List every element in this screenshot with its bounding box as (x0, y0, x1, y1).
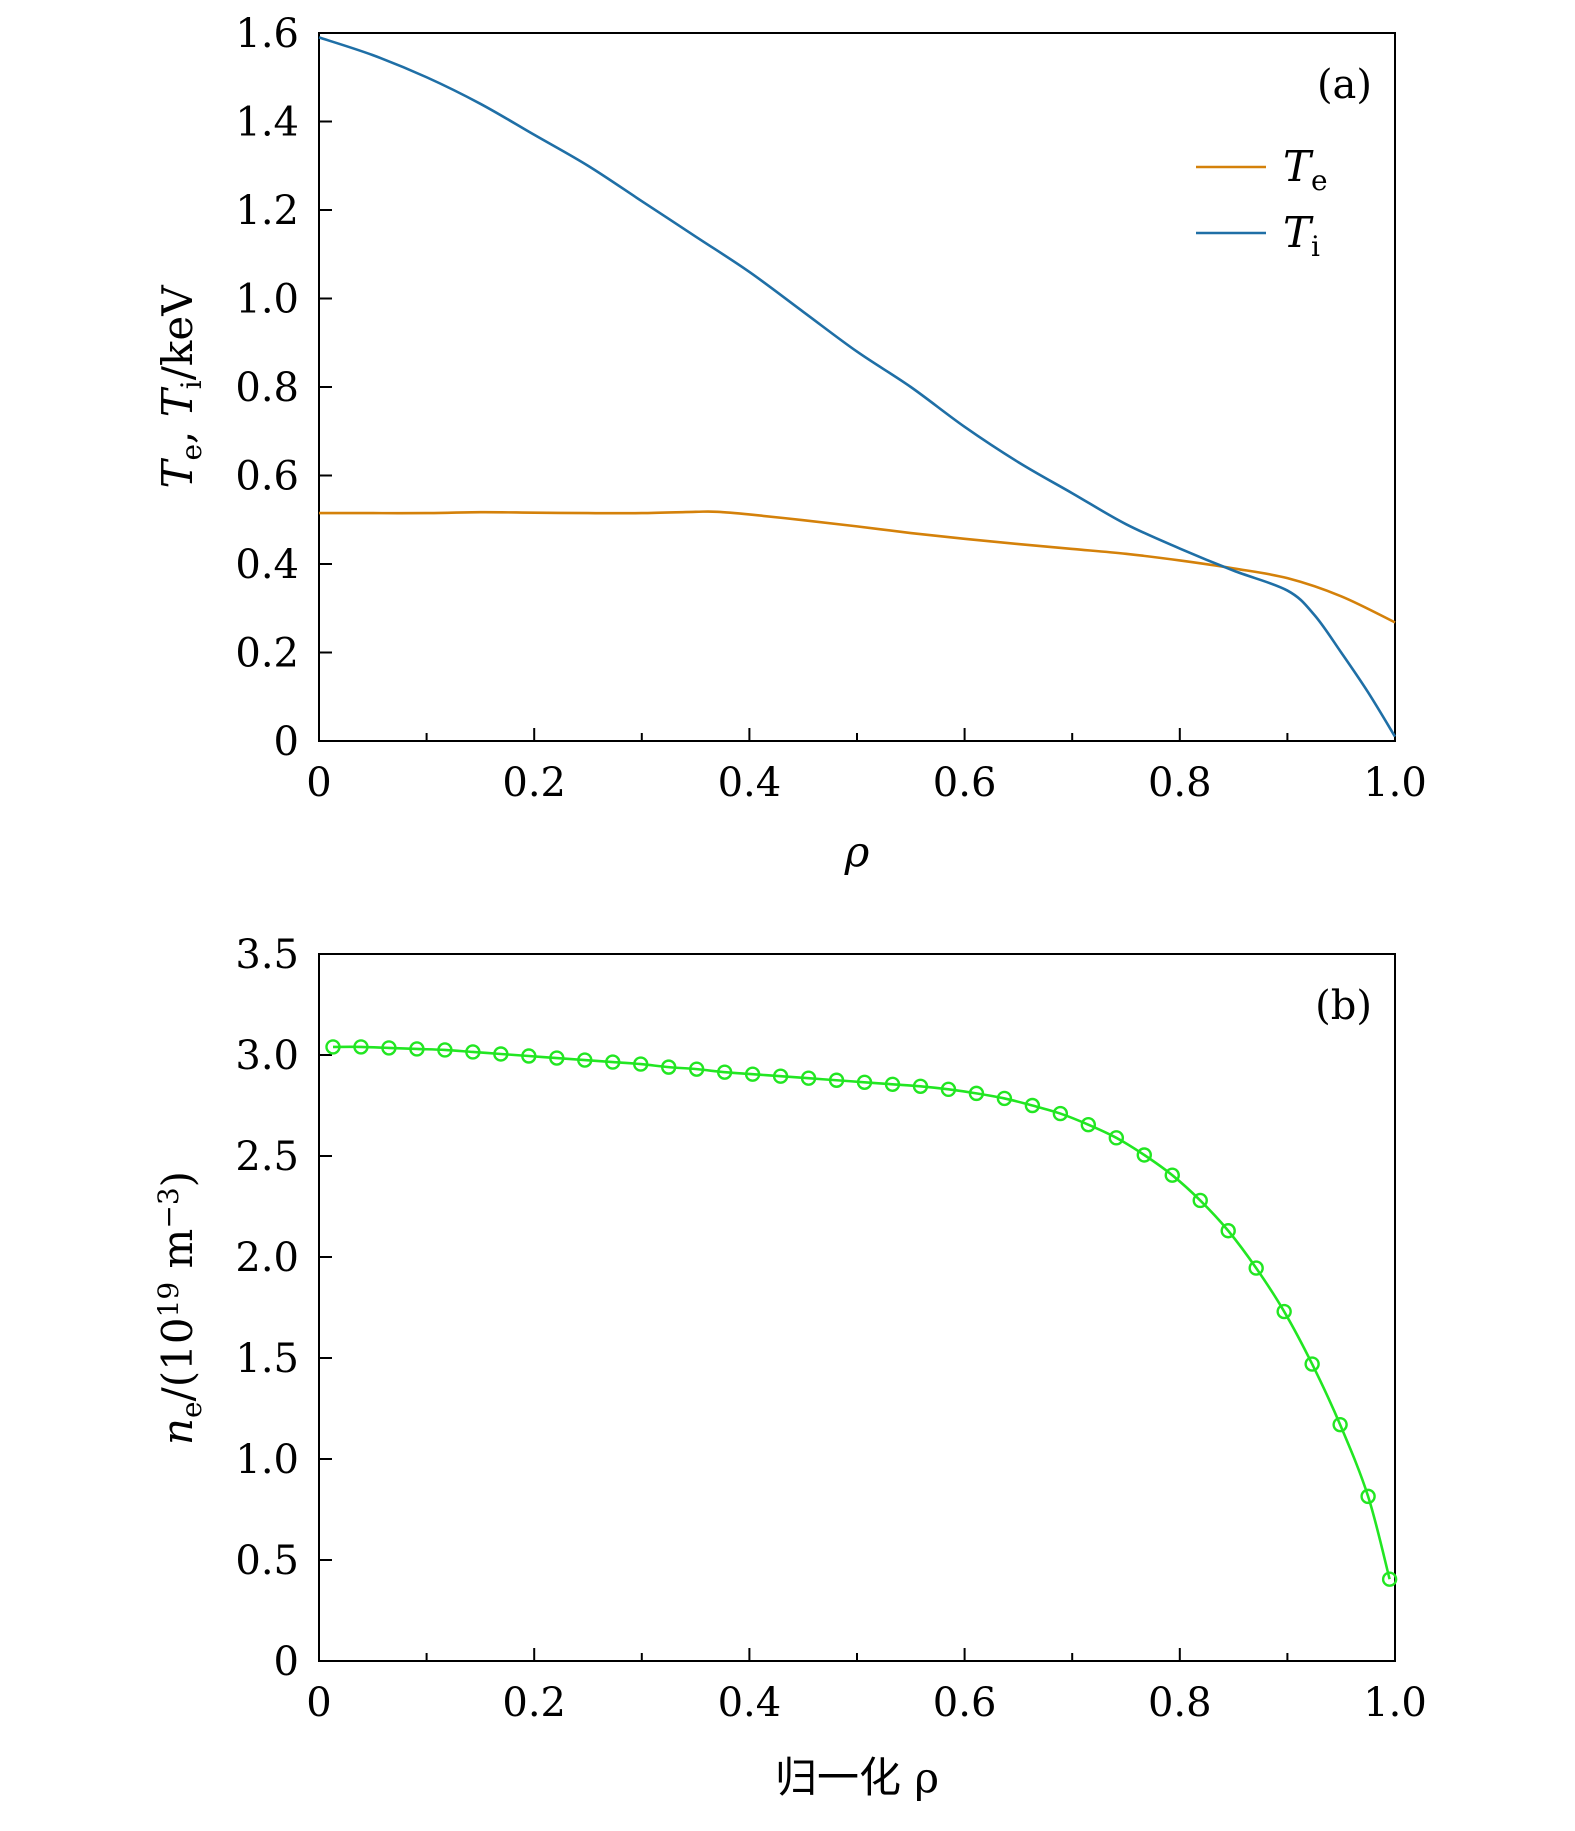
panel-b-x-tick-label: 0.6 (933, 1680, 997, 1726)
panel-b-y-tick-label: 2.0 (235, 1235, 299, 1281)
panel-b-data-point (465, 1044, 481, 1060)
panel-a-x-axis-title: ρ (844, 827, 870, 876)
panel-a-tag: (a) (1317, 62, 1372, 108)
panel-a-ticks (318, 32, 1396, 742)
panel-b-y-tick-label: 0 (274, 1639, 299, 1685)
panel-b-data-point (493, 1046, 509, 1062)
panel-b-data-point (577, 1052, 593, 1068)
panel-b-series-ne-line (332, 1045, 1391, 1580)
panel-b-ticks (318, 953, 1396, 1662)
panel-a-y-tick-label: 1.6 (235, 11, 299, 57)
panel-b-data-point (716, 1064, 733, 1080)
panel-a-temperature-profiles: 0 0.2 0.4 0.6 0.8 1.0 0 0.2 0.4 0.6 0.8 1.0 1.2 1.4 1.… (153, 11, 1427, 876)
panel-a-x-tick-label: 1.0 (1363, 760, 1427, 806)
panel-b-x-tick-label: 0 (306, 1680, 331, 1726)
panel-b-y-tick-label: 0.5 (235, 1538, 299, 1584)
panel-a-series-ti-line (318, 36, 1397, 738)
panel-b-data-point (325, 1039, 341, 1055)
panel-b-data-point (1136, 1147, 1152, 1163)
panel-a-plot-frame (318, 32, 1396, 742)
panel-b-data-point (1381, 1571, 1398, 1587)
panel-b-data-point (856, 1074, 873, 1090)
panel-b-data-point (381, 1040, 397, 1056)
panel-b-data-point (1220, 1223, 1236, 1239)
panel-b-tick-labels: 0 0.2 0.4 0.6 0.8 1.0 0 0.5 1.0 1.5 2.0 2.5 3.0 3.5 (235, 932, 1426, 1726)
panel-b-y-tick-label: 3.0 (235, 1033, 299, 1079)
panel-b-data-point (661, 1059, 677, 1075)
panel-b-y-tick-label: 1.5 (235, 1336, 299, 1382)
panel-b-y-tick-label: 2.5 (235, 1134, 299, 1180)
panel-b-data-point (912, 1078, 929, 1095)
panel-a-y-axis-title: Te, Ti/keV (153, 285, 208, 489)
panel-b-tag: (b) (1315, 983, 1372, 1029)
panel-a-x-tick-label: 0.6 (933, 760, 997, 806)
panel-b-data-point (1304, 1356, 1320, 1372)
panel-b-y-tick-label: 1.0 (235, 1437, 299, 1483)
panel-a-y-tick-label: 0.8 (235, 365, 299, 411)
panel-b-x-tick-label: 1.0 (1363, 1680, 1427, 1726)
panel-b-series (325, 1039, 1398, 1587)
panel-b-data-point (1192, 1192, 1208, 1209)
panel-a-x-tick-label: 0.4 (718, 760, 782, 806)
panel-b-data-point (633, 1056, 649, 1072)
panel-b-y-tick-label: 3.5 (235, 932, 299, 978)
panel-b-data-point (521, 1048, 537, 1064)
panel-b-data-point (884, 1076, 901, 1092)
panel-b-data-point (1052, 1105, 1069, 1122)
panel-b-data-point (605, 1054, 621, 1070)
panel-b-data-point (1332, 1416, 1348, 1433)
panel-b-data-point (996, 1090, 1013, 1107)
panel-b-x-axis-title: 归一化 ρ (775, 1753, 939, 1802)
panel-b-x-tick-label: 0.8 (1148, 1680, 1212, 1726)
panel-a-series-te-line (319, 510, 1396, 624)
panel-b-data-point (353, 1039, 369, 1055)
panel-b-data-point (1108, 1130, 1125, 1146)
panel-b-data-point (940, 1081, 957, 1098)
panel-a-y-tick-label: 1.0 (235, 277, 299, 323)
panel-a-y-tick-label: 1.4 (235, 100, 299, 146)
panel-b-x-tick-label: 0.4 (718, 1680, 782, 1726)
panel-b-data-point (1164, 1167, 1180, 1183)
panel-a-series (318, 36, 1397, 738)
panel-b-data-point (968, 1085, 985, 1102)
panel-a-y-tick-label: 0.2 (235, 631, 299, 677)
panel-b-x-tick-label: 0.2 (502, 1680, 566, 1726)
panel-b-data-point (800, 1070, 817, 1086)
legend-te-label: Te (1283, 142, 1328, 197)
panel-b-data-point (744, 1066, 761, 1082)
panel-b-data-point (437, 1042, 453, 1058)
panel-a-y-tick-label: 0 (274, 719, 299, 765)
panel-b-plot-frame (318, 953, 1396, 1662)
legend-ti-label: Ti (1283, 208, 1320, 263)
panel-b-data-point (1080, 1116, 1097, 1133)
panel-a-x-tick-label: 0.8 (1148, 760, 1212, 806)
panel-b-data-point (1248, 1260, 1264, 1276)
panel-b-data-point (772, 1068, 789, 1084)
panel-a-x-tick-label: 0 (306, 760, 331, 806)
panel-b-data-point (1024, 1097, 1041, 1114)
panel-b-data-point (1360, 1488, 1376, 1505)
panel-b-data-point (409, 1041, 425, 1057)
panel-a-y-tick-label: 0.6 (235, 454, 299, 500)
panel-b-y-axis-title: ne/(1019 m−3) (152, 1171, 208, 1445)
panel-b-data-point (828, 1072, 845, 1088)
panel-a-tick-labels: 0 0.2 0.4 0.6 0.8 1.0 0 0.2 0.4 0.6 0.8 1.0 1.2 1.4 1.… (235, 11, 1426, 806)
panel-b-data-point (688, 1061, 705, 1077)
panel-a-x-tick-label: 0.2 (502, 760, 566, 806)
panel-a-y-tick-label: 0.4 (235, 542, 299, 588)
panel-a-legend: Te Ti (1196, 142, 1328, 263)
panel-a-y-tick-label: 1.2 (235, 188, 299, 234)
panel-b-density-profile: 0 0.2 0.4 0.6 0.8 1.0 0 0.5 1.0 1.5 2.0 2.5 3.0 3.5 (… (152, 932, 1427, 1802)
panel-b-data-point (549, 1050, 565, 1066)
panel-b-data-point (1276, 1303, 1292, 1320)
